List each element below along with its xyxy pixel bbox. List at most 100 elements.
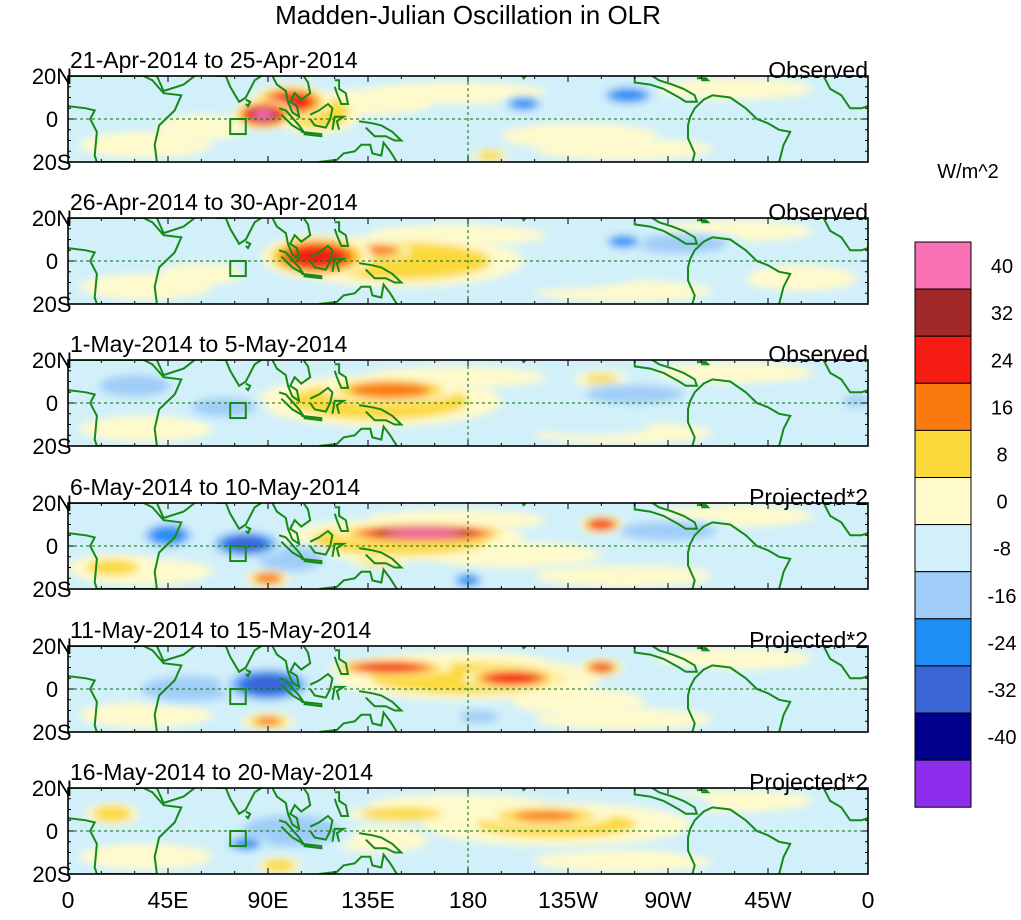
australia-coast	[318, 710, 398, 732]
anomaly-contour	[349, 831, 409, 848]
india-coast	[216, 76, 262, 104]
new-guinea	[358, 547, 404, 569]
map-panel-1	[68, 76, 868, 162]
panel-date-range: 1-May-2014 to 5-May-2014	[70, 331, 348, 357]
coastlines	[68, 646, 868, 732]
africa-coast	[68, 503, 183, 589]
australia-coast	[318, 140, 398, 162]
philippines	[333, 363, 350, 389]
weak-positive-patch	[656, 648, 813, 670]
australia-coast	[318, 567, 398, 589]
arabia-coast	[155, 360, 196, 377]
java	[301, 700, 323, 708]
new-guinea	[358, 690, 404, 712]
colorbar-level-label: -24	[988, 633, 1017, 655]
south-america	[687, 236, 792, 304]
chart-title: Madden-Julian Oscillation in OLR	[275, 0, 661, 30]
sri-lanka	[245, 525, 252, 535]
sulawesi	[331, 827, 348, 843]
anomaly-contour	[366, 246, 392, 254]
panel-date-range: 26-Apr-2014 to 30-Apr-2014	[70, 189, 358, 215]
index-box	[229, 545, 247, 563]
borneo	[309, 244, 334, 271]
colorbar-swatch	[914, 759, 972, 808]
coastlines	[68, 360, 868, 446]
west-africa-bulge	[822, 76, 868, 110]
sri-lanka	[245, 382, 252, 392]
panel-date-range: 6-May-2014 to 10-May-2014	[70, 474, 360, 500]
south-america	[687, 521, 792, 589]
map-panel-4	[68, 503, 868, 589]
map-panel-2	[68, 218, 868, 304]
java	[301, 557, 323, 565]
panel-date-range: 11-May-2014 to 15-May-2014	[70, 617, 371, 643]
sri-lanka	[245, 240, 252, 250]
sulawesi	[331, 542, 348, 558]
india-coast	[216, 788, 262, 816]
africa-coast	[68, 788, 183, 874]
south-america	[687, 664, 792, 732]
west-africa-bulge	[822, 788, 868, 822]
central-america	[633, 788, 699, 815]
anomaly-contour	[494, 674, 531, 683]
indochina-coast	[271, 646, 312, 690]
colorbar-swatch	[914, 571, 972, 620]
south-america	[687, 378, 792, 446]
borneo	[309, 672, 334, 699]
sumatra	[278, 391, 305, 417]
sulawesi	[331, 399, 348, 415]
colorbar-level-label: 0	[996, 492, 1007, 514]
arabia-coast	[155, 76, 196, 93]
anomaly-contour	[202, 401, 245, 414]
index-box	[229, 688, 247, 706]
java	[301, 414, 323, 422]
central-america	[633, 218, 699, 245]
philippines	[333, 791, 350, 817]
anomaly-contour	[603, 388, 666, 401]
anomaly-contour	[177, 267, 226, 281]
west-africa-bulge	[822, 503, 868, 537]
anomaly-contour	[539, 694, 620, 710]
central-america	[633, 360, 699, 387]
index-box	[229, 118, 247, 136]
anomaly-contour	[363, 384, 417, 396]
colorbar-swatch	[914, 335, 972, 384]
sumatra	[278, 819, 305, 845]
colorbar-swatch	[914, 241, 972, 290]
anomaly-contour	[174, 119, 228, 136]
central-america	[633, 646, 699, 673]
y-tick-label: 0	[46, 249, 58, 274]
arabia-coast	[155, 788, 196, 805]
x-tick-label: 180	[449, 887, 487, 913]
colorbar-swatch	[914, 288, 972, 337]
weak-positive-patch	[534, 850, 713, 872]
y-tick-label: 0	[46, 107, 58, 132]
y-tick-label: 0	[46, 534, 58, 559]
anomaly-contour	[514, 100, 533, 108]
new-guinea	[358, 404, 404, 426]
australia-coast	[318, 282, 398, 304]
colorbar-swatch	[914, 524, 972, 573]
java	[301, 272, 323, 280]
arabia-coast	[155, 218, 196, 235]
new-guinea	[358, 120, 404, 142]
index-box	[229, 402, 247, 420]
anomaly-contour	[768, 270, 835, 286]
java	[301, 130, 323, 138]
sumatra	[278, 534, 305, 560]
colorbar-level-label: 40	[991, 256, 1013, 278]
colorbar-level-label: -16	[988, 586, 1017, 608]
anomaly-contour	[83, 88, 142, 107]
coastlines	[68, 503, 868, 589]
india-coast	[216, 646, 262, 674]
colorbar-swatch	[914, 429, 972, 478]
anomaly-contour	[492, 268, 600, 284]
y-tick-label: 20N	[32, 491, 72, 516]
borneo	[309, 102, 334, 129]
coastlines	[68, 788, 868, 874]
panel-status: Observed	[768, 341, 868, 367]
weak-positive-patch	[656, 362, 813, 384]
borneo	[309, 814, 334, 841]
indochina-coast	[271, 76, 312, 119]
